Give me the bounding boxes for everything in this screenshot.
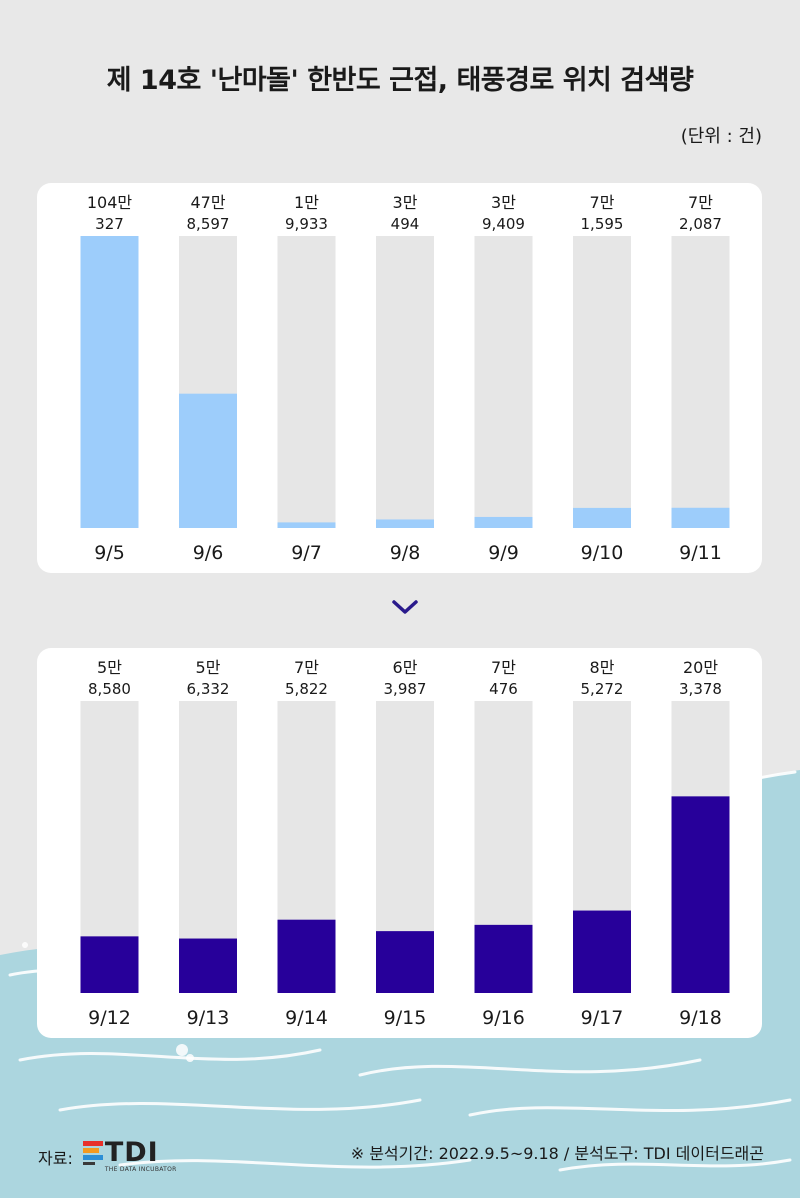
bar-9/17 (573, 910, 631, 993)
value-label-sub: 8,597 (187, 215, 230, 233)
bar-chart-first-week: 104만 327 9/5 47만 8,597 9/6 1만 9,933 9/7 3만 494 9/8 3… (80, 193, 730, 564)
value-label-sub: 476 (489, 680, 518, 698)
value-label-sub: 3,378 (679, 680, 722, 698)
value-label-main: 7만 (294, 658, 319, 677)
bar-track (573, 236, 631, 528)
chart-card-second-week: 5만 8,580 9/12 5만 6,332 9/13 7만 5,822 9/14 6만 3,987… (37, 648, 762, 1038)
value-label-sub: 9,933 (285, 215, 328, 233)
category-label: 9/10 (581, 542, 624, 564)
category-label: 9/15 (384, 1007, 427, 1029)
bar-9/18 (671, 796, 730, 993)
chevron-down-icon (392, 600, 418, 614)
bar-9/5 (80, 236, 139, 528)
bar-9/12 (80, 936, 139, 993)
value-label-main: 1만 (294, 193, 319, 212)
category-label: 9/16 (482, 1007, 525, 1029)
tdi-logo-mark-icon (82, 1141, 103, 1165)
tdi-logo: TDI THE DATA INCUBATOR (82, 1137, 177, 1173)
value-label-main: 20만 (683, 658, 718, 677)
value-label-main: 5만 (97, 658, 122, 677)
source-label: 자료: (38, 1148, 73, 1168)
logo-wordmark: TDI (104, 1137, 159, 1168)
category-label: 9/9 (488, 542, 519, 564)
value-label-main: 7만 (491, 658, 516, 677)
source-attribution: 자료: TDI THE DATA INCUBATOR (38, 1137, 177, 1173)
bar-9/10 (573, 507, 631, 528)
category-label: 9/6 (193, 542, 224, 564)
category-label: 9/14 (285, 1007, 328, 1029)
bar-9/15 (376, 931, 434, 993)
category-label: 9/11 (679, 542, 722, 564)
analysis-note: ※ 분석기간: 2022.9.5~9.18 / 분석도구: TDI 데이터드래곤 (350, 1144, 764, 1163)
value-label-sub: 8,580 (88, 680, 131, 698)
value-label-sub: 9,409 (482, 215, 525, 233)
value-label-main: 6만 (393, 658, 418, 677)
value-label-main: 5만 (196, 658, 221, 677)
value-label-sub: 494 (391, 215, 420, 233)
bar-9/7 (277, 522, 336, 528)
bar-9/6 (179, 393, 237, 528)
value-label-sub: 6,332 (187, 680, 230, 698)
bar-9/16 (474, 924, 533, 993)
bar-track (474, 236, 533, 528)
value-label-sub: 1,595 (581, 215, 624, 233)
value-label-main: 7만 (590, 193, 615, 212)
bar-track (376, 236, 434, 528)
category-label: 9/5 (94, 542, 125, 564)
category-label: 9/18 (679, 1007, 722, 1029)
category-label: 9/8 (390, 542, 421, 564)
value-label-sub: 3,987 (384, 680, 427, 698)
value-label-sub: 5,272 (581, 680, 624, 698)
category-label: 9/7 (291, 542, 322, 564)
chart-card-first-week: 104만 327 9/5 47만 8,597 9/6 1만 9,933 9/7 3만 494 9/8 3… (37, 183, 762, 573)
chart-title: 제 14호 '난마돌' 한반도 근접, 태풍경로 위치 검색량 (106, 65, 694, 96)
category-label: 9/17 (581, 1007, 624, 1029)
category-label: 9/13 (187, 1007, 230, 1029)
value-label-main: 3만 (491, 193, 516, 212)
value-label-main: 104만 (87, 193, 133, 212)
value-label-main: 8만 (590, 658, 615, 677)
value-label-sub: 327 (95, 215, 124, 233)
category-label: 9/12 (88, 1007, 131, 1029)
bar-track (671, 236, 730, 528)
bar-9/11 (671, 507, 730, 528)
bar-9/8 (376, 519, 434, 528)
value-label-sub: 2,087 (679, 215, 722, 233)
value-label-main: 3만 (393, 193, 418, 212)
bar-9/14 (277, 919, 336, 993)
value-label-main: 7만 (688, 193, 713, 212)
bar-chart-second-week: 5만 8,580 9/12 5만 6,332 9/13 7만 5,822 9/14 6만 3,987… (80, 658, 730, 1029)
bar-9/9 (474, 516, 533, 528)
logo-tagline: THE DATA INCUBATOR (104, 1166, 177, 1173)
bar-track (277, 236, 336, 528)
value-label-main: 47만 (190, 193, 225, 212)
bar-9/13 (179, 938, 237, 993)
unit-label: (단위 : 건) (680, 126, 762, 147)
value-label-sub: 5,822 (285, 680, 328, 698)
